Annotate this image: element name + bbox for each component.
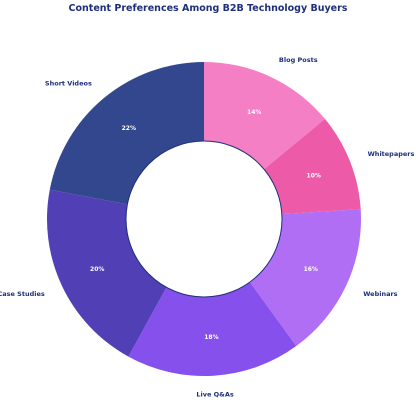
- pct-label-case-studies: 20%: [90, 266, 104, 273]
- category-label-short-videos: Short Videos: [45, 79, 92, 87]
- category-label-webinars: Webinars: [363, 290, 397, 298]
- chart-title: Content Preferences Among B2B Technology…: [68, 3, 348, 14]
- category-label-case-studies: Case Studies: [0, 290, 45, 298]
- category-label-whitepapers: Whitepapers: [368, 150, 415, 158]
- slice-live-q-as: [128, 219, 297, 376]
- pct-label-whitepapers: 10%: [307, 173, 321, 180]
- pct-label-live-q-as: 18%: [204, 334, 218, 341]
- pct-label-short-videos: 22%: [122, 125, 136, 132]
- pct-label-webinars: 16%: [304, 266, 318, 273]
- category-label-blog-posts: Blog Posts: [279, 56, 318, 64]
- slice-labels: 14% Blog Posts 10% Whitepapers 16% Webinars 18…: [0, 56, 414, 399]
- donut-hole: [125, 140, 283, 298]
- category-label-live-q-as: Live Q&As: [196, 391, 234, 399]
- pct-label-blog-posts: 14%: [247, 109, 261, 116]
